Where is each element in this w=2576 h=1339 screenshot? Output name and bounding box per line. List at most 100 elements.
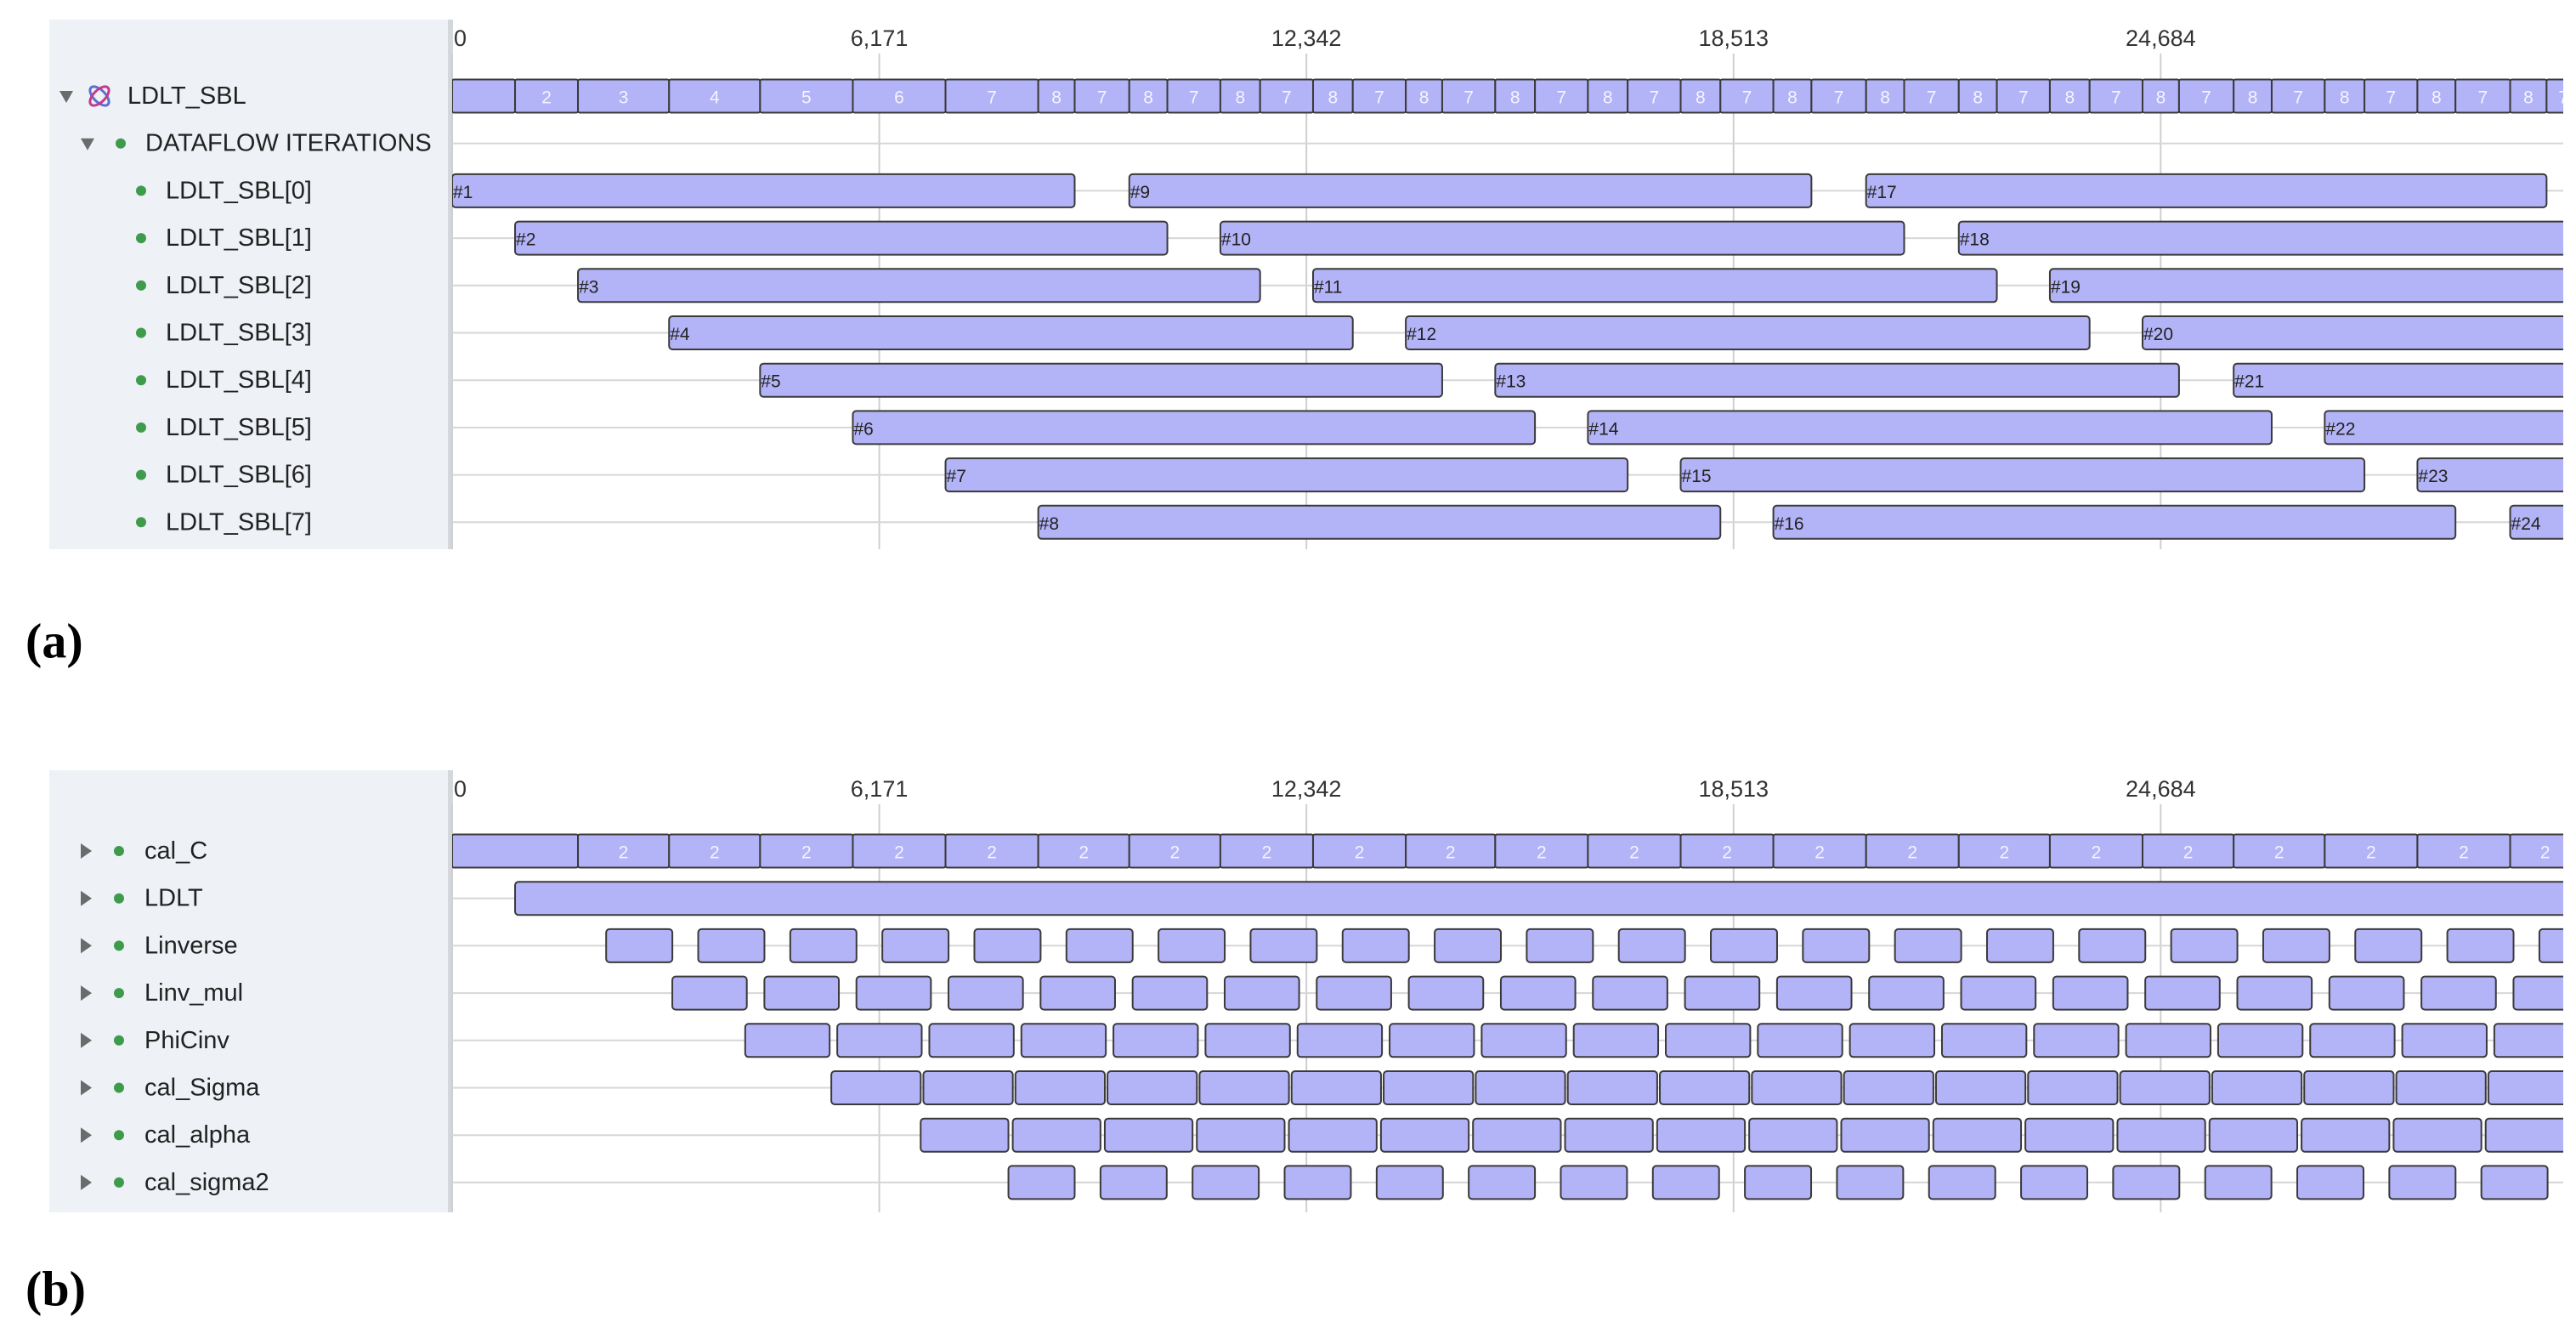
row-name: cal_Sigma [144, 1075, 260, 1102]
bar-label: #13 [1496, 372, 1526, 392]
timeline: 2 2 2 2 2 2 2 2 2 2 2 2 2 2 2 2 2 2 2 2 2 2 [452, 833, 2563, 1200]
bar [1107, 1070, 1198, 1105]
bar [2446, 928, 2515, 963]
pane-divider [448, 20, 453, 549]
segment-label: 2 [1262, 843, 1272, 863]
bar [1290, 1070, 1382, 1105]
bar-label: #14 [1588, 419, 1618, 439]
bar [1249, 928, 1318, 963]
function-icon [88, 85, 110, 107]
bar [1389, 1023, 1475, 1058]
bar [1843, 1070, 1934, 1105]
bar [2509, 504, 2563, 540]
function-icon [88, 85, 110, 107]
bar [744, 1023, 831, 1058]
bar-label: #11 [1314, 277, 1342, 297]
row-name: PhiCinv [144, 1027, 229, 1054]
segment-label: 7 [1189, 88, 1199, 108]
segment-label: 3 [619, 88, 629, 108]
segment-label: 8 [1880, 88, 1890, 108]
bar [2296, 1165, 2364, 1200]
bar [948, 975, 1024, 1011]
segment-label: 2 [987, 843, 997, 863]
bar [1341, 928, 1410, 963]
segment-label: 7 [1097, 88, 1107, 108]
bar [605, 928, 674, 963]
expander [81, 890, 92, 906]
bar [1775, 975, 1853, 1011]
status-dot [136, 327, 146, 338]
x-tick-label: 0 [454, 776, 467, 802]
expander [81, 1032, 92, 1048]
row-name: LDLT [144, 885, 203, 912]
status-dot [114, 1035, 124, 1046]
segment-label: 2 [2000, 843, 2010, 863]
bar [2354, 928, 2423, 963]
bar [1283, 1165, 1352, 1200]
bar [1379, 1117, 1470, 1153]
status-dot [136, 280, 146, 291]
bar [928, 1023, 1015, 1058]
pane-divider [448, 770, 453, 1212]
bar [2262, 928, 2330, 963]
bar [1039, 975, 1116, 1011]
status-dot [114, 1177, 124, 1188]
bar [1198, 1070, 1290, 1105]
bar [855, 975, 932, 1011]
expander [81, 138, 94, 150]
expander [81, 985, 92, 1001]
bar [830, 1070, 922, 1105]
bar [2388, 1165, 2457, 1200]
segment-label: 7 [1464, 88, 1474, 108]
row-name: cal_C [144, 837, 207, 865]
bar [514, 881, 2563, 916]
bar [2538, 928, 2563, 963]
bar [1468, 1165, 1537, 1200]
row-name: LDLT_SBL[7] [166, 508, 312, 536]
row-name: LDLT_SBL[1] [166, 224, 312, 252]
bar [1957, 220, 2563, 256]
segment-label: 7 [2478, 88, 2488, 108]
segment-label: 7 [1649, 88, 1659, 108]
status-dot [136, 469, 146, 480]
bar [1296, 1023, 1384, 1058]
segment-label: 8 [1235, 88, 1245, 108]
bar [577, 268, 1261, 304]
bar [2170, 928, 2239, 963]
bar [2144, 975, 2221, 1011]
bar-label: #17 [1867, 183, 1897, 202]
bar [2512, 975, 2563, 1011]
bar [944, 457, 1629, 493]
bar-label: #16 [1775, 514, 1804, 534]
bar [2324, 410, 2563, 445]
segment-label: 2 [1446, 843, 1456, 863]
segment-label: 2 [1079, 843, 1089, 863]
bar [2204, 1165, 2273, 1200]
bar-label: #12 [1407, 325, 1436, 344]
bar [2141, 315, 2563, 350]
bar [2493, 1023, 2563, 1058]
segment-label: 7 [1282, 88, 1292, 108]
bar [2484, 1117, 2563, 1153]
bar [759, 362, 1443, 398]
bar [1757, 1023, 1843, 1058]
segment-label: 2 [1907, 843, 1917, 863]
bar [2208, 1117, 2299, 1153]
bar [1192, 1165, 1260, 1200]
row-name: cal_sigma2 [144, 1169, 269, 1196]
bar [2024, 1117, 2115, 1153]
bar [1656, 1117, 1747, 1153]
bar [671, 975, 748, 1011]
bar [1848, 1023, 1936, 1058]
x-tick-label: 12,342 [1271, 776, 1342, 802]
segment-label: 2 [1815, 843, 1825, 863]
panel-label: (a) [25, 614, 83, 669]
segment-label: 8 [2523, 88, 2534, 108]
bar [1405, 315, 2091, 350]
segment-label: 2 [2092, 843, 2102, 863]
status-dot [136, 375, 146, 386]
bar [2401, 1023, 2488, 1058]
segment-label: 7 [2558, 88, 2568, 108]
